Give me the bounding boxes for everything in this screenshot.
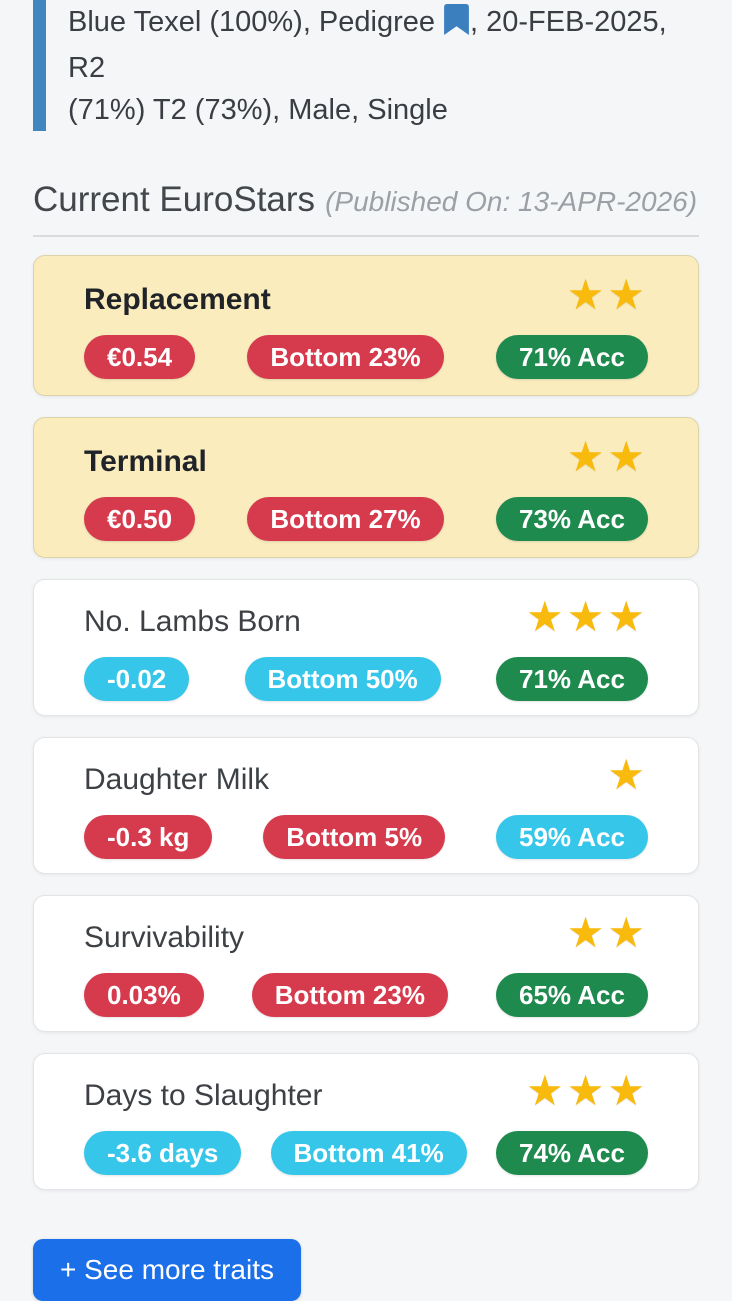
star-rating: ★★★: [526, 1070, 648, 1119]
star-rating: ★★: [567, 912, 648, 961]
trait-value-pill: -0.3 kg: [84, 815, 213, 859]
trait-name: Survivability: [84, 921, 245, 954]
trait-value-pill: €0.54: [84, 335, 196, 379]
trait-percentile-pill: Bottom 41%: [270, 1131, 467, 1175]
animal-summary: Blue Texel (100%), Pedigree, 20-FEB-2025…: [33, 0, 699, 131]
trait-card[interactable]: No. Lambs Born ★★★ -0.02 Bottom 50% 71% …: [33, 579, 699, 716]
star-rating: ★★: [567, 436, 648, 485]
star-icon: ★: [607, 271, 648, 318]
trait-percentile-pill: Bottom 5%: [263, 815, 446, 859]
star-icon: ★: [607, 751, 648, 798]
star-rating: ★: [607, 754, 648, 803]
star-rating: ★★: [567, 274, 648, 323]
trait-card[interactable]: Replacement ★★ €0.54 Bottom 23% 71% Acc: [33, 255, 699, 396]
trait-name: Terminal: [84, 445, 207, 478]
trait-value-pill: -0.02: [84, 657, 190, 701]
star-icon: ★: [566, 1067, 608, 1114]
star-icon: ★: [566, 433, 608, 480]
animal-summary-text: Blue Texel (100%), Pedigree, 20-FEB-2025…: [68, 0, 699, 131]
published-date: (Published On: 13-APR-2026): [325, 186, 698, 217]
see-more-traits-button[interactable]: + See more traits: [33, 1239, 301, 1301]
trait-percentile-pill: Bottom 27%: [247, 497, 444, 541]
summary-line1-after: , 20-FEB-2025, R2: [68, 6, 667, 84]
section-heading: Current EuroStars (Published On: 13-APR-2…: [33, 180, 699, 220]
trait-name: Daughter Milk: [84, 763, 270, 796]
trait-percentile-pill: Bottom 23%: [251, 973, 448, 1017]
trait-accuracy-pill: 74% Acc: [495, 1131, 648, 1175]
star-icon: ★: [607, 433, 648, 480]
trait-card[interactable]: Days to Slaughter ★★★ -3.6 days Bottom 4…: [33, 1053, 699, 1190]
summary-line1-before: Blue Texel (100%), Pedigree: [68, 6, 436, 38]
trait-card[interactable]: Survivability ★★ 0.03% Bottom 23% 65% Ac…: [33, 895, 699, 1032]
trait-value-pill: €0.50: [84, 497, 196, 541]
star-icon: ★: [526, 1067, 567, 1114]
trait-accuracy-pill: 73% Acc: [495, 497, 648, 541]
star-rating: ★★★: [526, 596, 648, 645]
star-icon: ★: [607, 593, 648, 640]
accent-bar: [33, 0, 46, 131]
star-icon: ★: [566, 271, 608, 318]
trait-card-list: Replacement ★★ €0.54 Bottom 23% 71% Acc …: [33, 255, 699, 1190]
trait-accuracy-pill: 65% Acc: [495, 973, 648, 1017]
summary-line2: (71%) T2 (73%), Male, Single: [68, 94, 448, 126]
trait-card[interactable]: Daughter Milk ★ -0.3 kg Bottom 5% 59% Ac…: [33, 737, 699, 874]
trait-accuracy-pill: 71% Acc: [495, 657, 648, 701]
trait-name: Replacement: [84, 283, 271, 316]
divider: [33, 235, 699, 237]
star-icon: ★: [526, 593, 567, 640]
trait-percentile-pill: Bottom 23%: [247, 335, 444, 379]
bookmark-icon[interactable]: [444, 4, 469, 47]
trait-accuracy-pill: 71% Acc: [495, 335, 648, 379]
section-title: Current EuroStars: [33, 180, 316, 219]
star-icon: ★: [566, 909, 608, 956]
trait-value-pill: -3.6 days: [84, 1131, 242, 1175]
trait-accuracy-pill: 59% Acc: [496, 815, 648, 859]
star-icon: ★: [566, 593, 608, 640]
star-icon: ★: [607, 909, 648, 956]
trait-card[interactable]: Terminal ★★ €0.50 Bottom 27% 73% Acc: [33, 417, 699, 558]
trait-percentile-pill: Bottom 50%: [244, 657, 441, 701]
star-icon: ★: [607, 1067, 648, 1114]
trait-name: Days to Slaughter: [84, 1079, 323, 1112]
trait-value-pill: 0.03%: [84, 973, 204, 1017]
trait-name: No. Lambs Born: [84, 605, 301, 638]
